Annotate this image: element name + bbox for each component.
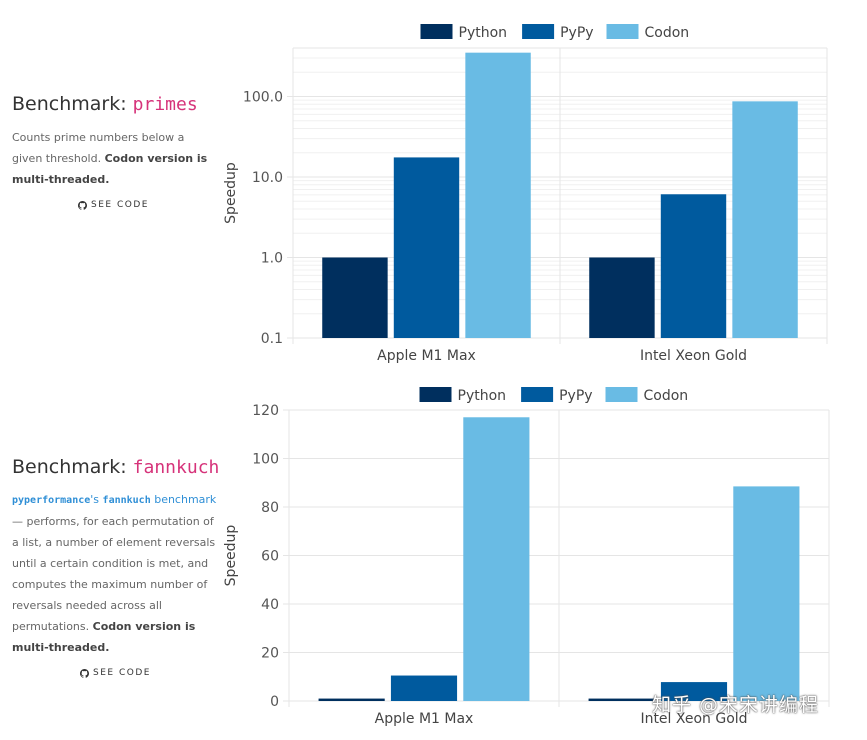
x-tick-label: Intel Xeon Gold [640, 711, 747, 727]
legend-label: Codon [645, 25, 690, 41]
y-tick-label: 100 [252, 452, 279, 468]
bar-pypy-apple-m1-max [393, 157, 460, 338]
see-code-link[interactable]: SEE CODE [78, 200, 149, 210]
speedup-chart-primes: 0.1 1.0 10.0 100.0 Apple M1 Max Intel Xeon Go… [223, 24, 828, 364]
benchmark-title-primes: Benchmark: primes [12, 93, 198, 115]
benchmark-description: pyperformance's fannkuch benchmark — per… [12, 489, 217, 658]
fannkuch-link[interactable]: fannkuch [102, 495, 151, 506]
see-code-label: SEE CODE [91, 200, 149, 210]
description-bold: Codon version is multi-threaded. [12, 620, 196, 654]
y-tick-label: 20 [261, 646, 279, 662]
benchmark-name: fannkuch [132, 457, 220, 478]
pyperformance-link[interactable]: pyperformance [12, 495, 91, 506]
legend-label: PyPy [560, 25, 593, 41]
bar-python-apple-m1-max [322, 257, 388, 338]
y-tick-label: 40 [261, 597, 279, 613]
y-tick-label: 10.0 [252, 170, 283, 186]
speedup-chart-fannkuch: 0 20 40 60 80 100 120 Apple M1 Max Intel Xeon Go… [223, 387, 830, 727]
x-tick-label: Apple M1 Max [375, 711, 474, 727]
possessive-text: 's [90, 493, 103, 506]
y-tick-label: 60 [261, 549, 279, 565]
legend-label: Python [458, 388, 507, 404]
description-bold: Codon version is multi-threaded. [12, 152, 208, 186]
legend-swatch-python [420, 24, 453, 39]
see-code-link[interactable]: SEE CODE [80, 668, 151, 678]
y-axis-label: Speedup [223, 525, 239, 587]
bar-pypy-intel-xeon-gold [660, 194, 727, 338]
benchmark-name: primes [132, 94, 198, 115]
benchmark-title-fannkuch: Benchmark: fannkuch [12, 456, 219, 478]
benchmark-description: Counts prime numbers below a given thres… [12, 127, 217, 190]
bar-pypy-apple-m1-max [390, 675, 458, 701]
legend-label: Python [459, 25, 508, 41]
y-tick-label: 0.1 [261, 331, 283, 347]
bar-codon-intel-xeon-gold [733, 486, 800, 701]
legend-label: PyPy [559, 388, 592, 404]
bar-pypy-intel-xeon-gold [660, 682, 728, 701]
watermark: 知乎 @宋宋讲编程 [652, 694, 820, 716]
bar-codon-apple-m1-max [463, 417, 530, 701]
legend-swatch-codon [605, 387, 638, 402]
description-text: — performs, for each permutation of a li… [12, 515, 216, 633]
bar-python-intel-xeon-gold [589, 257, 655, 338]
y-tick-label: 100.0 [243, 89, 283, 105]
y-tick-label: 120 [252, 403, 279, 419]
github-icon [80, 668, 89, 678]
y-axis-label: Speedup [223, 162, 239, 224]
legend-swatch-pypy [521, 387, 554, 402]
y-tick-label: 80 [261, 500, 279, 516]
bar-python-intel-xeon-gold [588, 698, 655, 701]
benchmark-title-prefix: Benchmark: [12, 93, 133, 115]
legend-swatch-python [419, 387, 452, 402]
benchmark-link[interactable]: benchmark [150, 493, 217, 506]
y-tick-label: 0 [270, 694, 279, 710]
description-text: Counts prime numbers below a given thres… [12, 131, 185, 165]
bar-python-apple-m1-max [318, 698, 385, 701]
x-tick-label: Apple M1 Max [377, 348, 476, 364]
legend-swatch-codon [606, 24, 639, 39]
benchmark-title-prefix: Benchmark: [12, 456, 133, 478]
y-tick-label: 1.0 [261, 250, 283, 266]
legend-label: Codon [644, 388, 689, 404]
legend-swatch-pypy [522, 24, 555, 39]
x-tick-label: Intel Xeon Gold [640, 348, 747, 364]
see-code-label: SEE CODE [93, 668, 151, 678]
github-icon [78, 200, 87, 210]
bar-codon-intel-xeon-gold [732, 101, 798, 338]
bar-codon-apple-m1-max [465, 52, 531, 338]
